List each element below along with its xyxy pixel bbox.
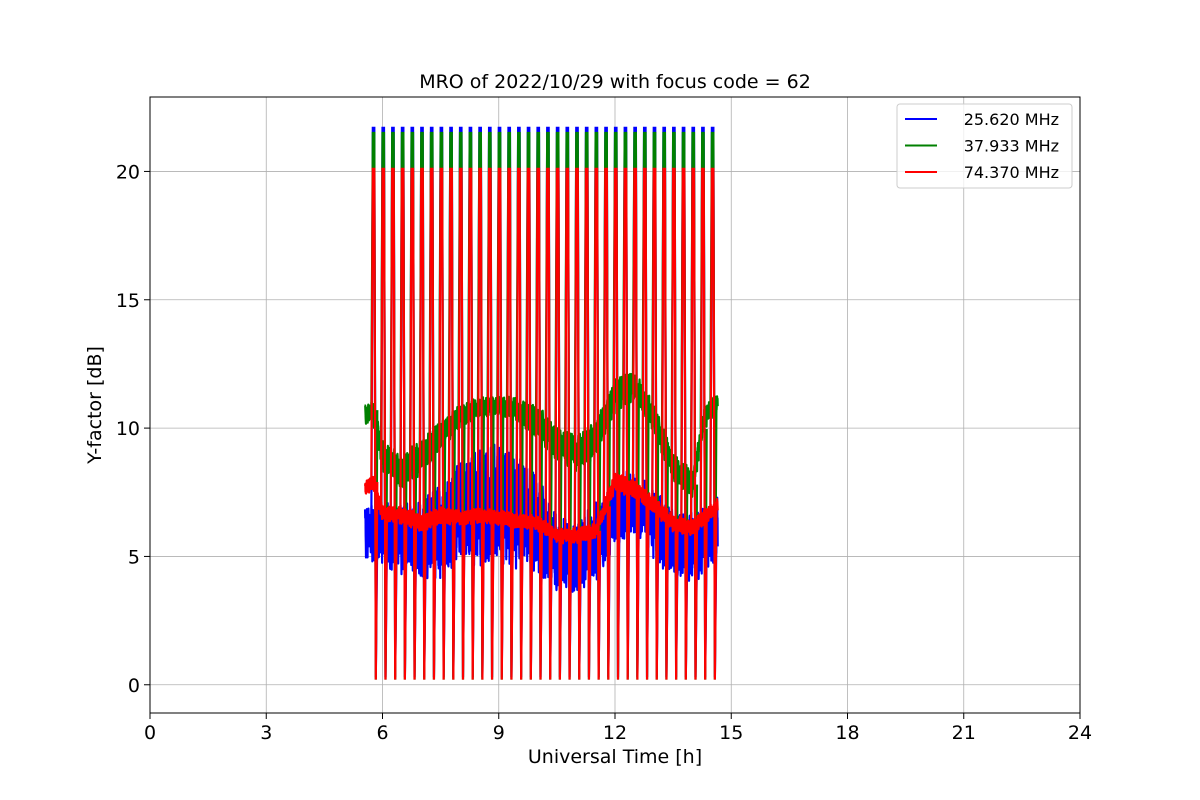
series-2 bbox=[363, 167, 719, 680]
y-axis-label: Y-factor [dB] bbox=[84, 346, 106, 465]
series-layer bbox=[363, 126, 719, 680]
calibration-pulse bbox=[563, 167, 573, 680]
calibration-pulse bbox=[496, 167, 505, 680]
calibration-pulse bbox=[689, 167, 699, 680]
calibration-pulse bbox=[370, 167, 379, 680]
calibration-pulse bbox=[418, 167, 427, 680]
x-tick-label: 9 bbox=[493, 722, 505, 744]
calibration-pulse bbox=[428, 167, 437, 680]
calibration-pulse bbox=[467, 167, 476, 680]
calibration-pulse bbox=[505, 167, 515, 680]
calibration-pulse bbox=[515, 167, 524, 680]
calibration-pulse bbox=[651, 167, 660, 680]
calibration-pulse bbox=[670, 167, 679, 680]
calibration-pulse bbox=[525, 167, 534, 680]
y-tick-label: 0 bbox=[128, 675, 140, 697]
calibration-pulse bbox=[660, 167, 670, 680]
calibration-pulse bbox=[573, 167, 582, 680]
calibration-pulse bbox=[457, 167, 466, 680]
calibration-pulse bbox=[699, 167, 708, 680]
chart-title: MRO of 2022/10/29 with focus code = 62 bbox=[419, 71, 811, 93]
y-tick-label: 10 bbox=[116, 418, 140, 440]
legend: 25.620 MHz 37.933 MHz 74.370 MHz bbox=[896, 103, 1073, 189]
x-tick-label: 15 bbox=[719, 722, 743, 744]
calibration-pulse bbox=[379, 167, 389, 680]
calibration-pulse bbox=[593, 167, 602, 680]
calibration-pulse bbox=[583, 167, 592, 680]
calibration-pulse bbox=[534, 167, 544, 680]
legend-label: 37.933 MHz bbox=[964, 137, 1059, 156]
calibration-pulse bbox=[641, 167, 650, 680]
legend-label: 74.370 MHz bbox=[964, 163, 1059, 182]
calibration-pulse bbox=[399, 167, 408, 680]
calibration-pulse bbox=[612, 167, 621, 680]
x-tick-label: 21 bbox=[952, 722, 976, 744]
x-axis: 0 3 6 9 12 15 18 21 24 bbox=[144, 713, 1092, 744]
legend-label: 25.620 MHz bbox=[964, 110, 1059, 129]
calibration-pulse bbox=[438, 167, 447, 680]
calibration-pulse bbox=[622, 167, 631, 680]
x-axis-label: Universal Time [h] bbox=[528, 746, 702, 768]
calibration-pulse bbox=[476, 167, 485, 680]
x-tick-label: 0 bbox=[144, 722, 156, 744]
calibration-pulse bbox=[554, 167, 563, 680]
legend-box bbox=[896, 103, 1073, 189]
y-axis: 0 5 10 15 20 bbox=[116, 161, 150, 697]
x-tick-label: 3 bbox=[260, 722, 272, 744]
calibration-pulse bbox=[709, 167, 718, 680]
calibration-pulse bbox=[631, 167, 640, 680]
x-tick-label: 12 bbox=[603, 722, 627, 744]
calibration-pulse bbox=[602, 167, 611, 680]
calibration-pulse bbox=[408, 167, 418, 680]
calibration-pulse bbox=[486, 167, 495, 680]
y-tick-label: 15 bbox=[116, 290, 140, 312]
x-tick-label: 24 bbox=[1068, 722, 1092, 744]
x-tick-label: 18 bbox=[835, 722, 859, 744]
calibration-pulse bbox=[389, 167, 398, 680]
x-tick-label: 6 bbox=[376, 722, 388, 744]
y-tick-label: 5 bbox=[128, 546, 140, 568]
calibration-pulse bbox=[544, 167, 553, 680]
calibration-pulse bbox=[680, 167, 689, 680]
calibration-pulse bbox=[447, 167, 456, 680]
y-tick-label: 20 bbox=[116, 161, 140, 183]
